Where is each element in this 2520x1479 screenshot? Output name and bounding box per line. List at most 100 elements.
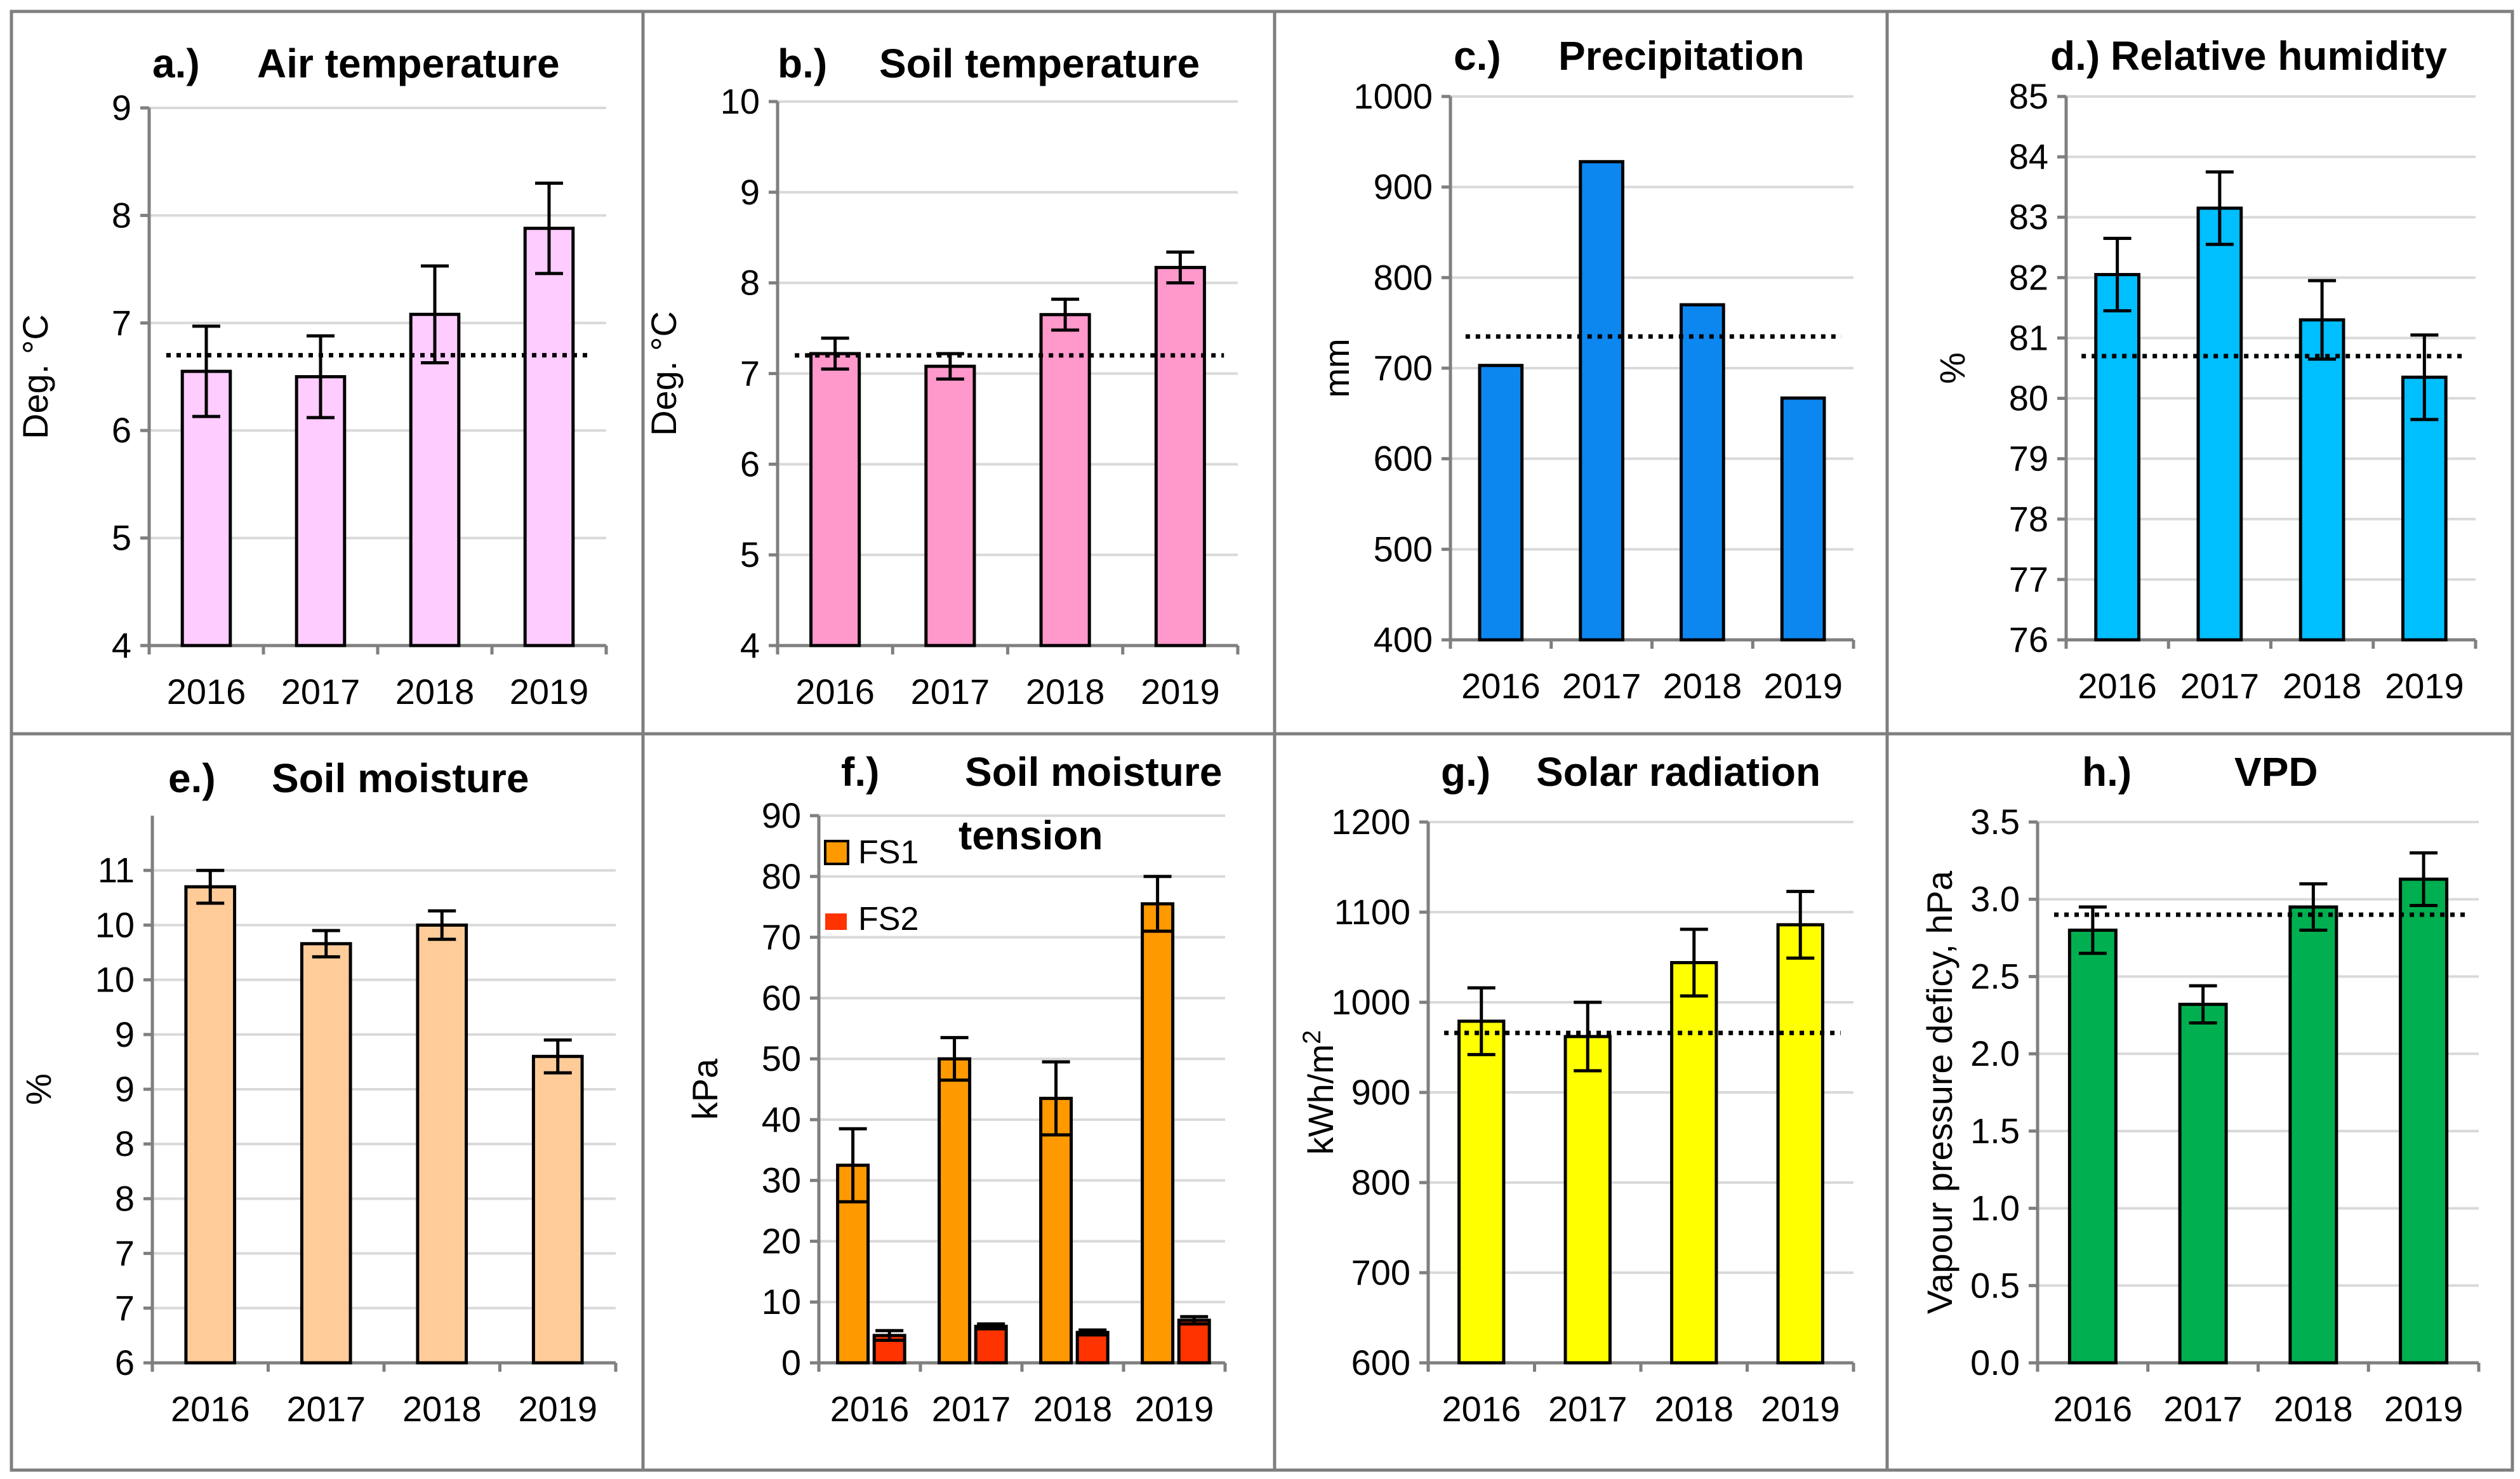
bar-2016 (1457, 1019, 1506, 1365)
y-tick-label: 80 (2009, 378, 2048, 418)
x-tick-label: 2017 (1562, 666, 1641, 706)
bar-fs2-2019 (1177, 1318, 1211, 1365)
x-tick-label: 2018 (1654, 1389, 1734, 1429)
error-bar (543, 1038, 572, 1075)
x-tick-label: 2019 (2384, 1389, 2464, 1429)
y-tick-label: 500 (1374, 529, 1433, 569)
y-tick-label: 30 (762, 1160, 801, 1200)
bar-2018 (2288, 905, 2338, 1365)
x-tick-label: 2016 (167, 672, 246, 712)
bar-2019 (1776, 923, 1824, 1365)
error-bar (2308, 279, 2337, 361)
error-bar (1143, 875, 1172, 933)
y-tick-label: 84 (2009, 136, 2048, 176)
bar-2019 (1154, 265, 1206, 647)
error-bar (2410, 851, 2438, 907)
x-tick-label: 2019 (2385, 666, 2464, 706)
error-bar (940, 1036, 969, 1082)
y-tick-label: 1100 (1334, 892, 1410, 932)
y-tick-label: 700 (1351, 1252, 1410, 1292)
y-tick-label: 85 (2009, 76, 2048, 116)
x-tick-label: 2016 (2053, 1389, 2133, 1429)
error-bar (821, 336, 849, 371)
bar-2016 (1478, 364, 1524, 642)
y-tick-label: 800 (1351, 1162, 1410, 1202)
y-tick-label: 600 (1374, 439, 1433, 479)
y-tick-label: 5 (112, 518, 131, 558)
error-bar (1680, 927, 1708, 998)
panel-letter: a.) (152, 41, 200, 86)
y-tick-label: 1000 (1353, 76, 1433, 116)
error-bar (1166, 250, 1195, 285)
y-tick-label: 3.0 (1970, 879, 2020, 919)
x-tick-label: 2019 (1761, 1389, 1840, 1429)
y-axis-label: Deg. °C (644, 311, 684, 436)
error-bar (421, 264, 449, 364)
bar-2016 (184, 885, 237, 1365)
bar-2019 (2399, 877, 2449, 1365)
panel-title: Soil moisture (272, 755, 529, 801)
y-tick-label: 0 (781, 1343, 801, 1383)
panel-letter: c.) (1454, 33, 1501, 79)
bar-2018 (1670, 961, 1718, 1365)
x-tick-label: 2017 (281, 672, 361, 712)
bar-2017 (924, 364, 976, 647)
y-tick-label: 1.0 (1970, 1188, 2020, 1228)
error-bar (312, 929, 340, 958)
panel-title: Soil moisture (965, 749, 1222, 795)
panel-title: Precipitation (1558, 33, 1805, 79)
y-tick-label: 10 (95, 960, 135, 1000)
y-axis-label: % (18, 1073, 58, 1105)
x-tick-label: 2018 (1663, 666, 1742, 706)
y-tick-label: 20 (762, 1221, 801, 1261)
y-tick-label: 90 (762, 795, 801, 835)
y-tick-label: 83 (2009, 197, 2048, 237)
y-tick-label: 8 (112, 195, 131, 235)
panel-title: Relative humidity (2111, 33, 2447, 79)
x-tick-label: 2016 (795, 672, 875, 712)
error-bar (2410, 333, 2439, 421)
y-tick-label: 77 (2009, 559, 2048, 599)
error-bar (2078, 905, 2107, 955)
y-tick-label: 70 (762, 917, 801, 957)
x-tick-label: 2018 (2283, 666, 2362, 706)
panel-letter: g.) (1441, 749, 1490, 795)
x-tick-label: 2018 (395, 672, 475, 712)
panel-title-line2: tension (958, 812, 1103, 858)
panel-title: Soil temperature (879, 41, 1200, 86)
y-tick-label: 79 (2009, 439, 2048, 479)
error-bar (2205, 170, 2234, 246)
x-tick-label: 2016 (830, 1389, 910, 1429)
bar-fs1-2018 (1039, 1096, 1073, 1365)
y-tick-label: 7 (740, 354, 760, 394)
y-tick-label: 7 (115, 1233, 135, 1273)
x-tick-label: 2018 (1026, 672, 1105, 712)
y-axis-label: mm (1316, 338, 1356, 397)
panel-letter: h.) (2082, 749, 2132, 795)
y-tick-label: 9 (115, 1069, 135, 1109)
y-tick-label: 8 (115, 1124, 135, 1164)
y-tick-label: 8 (115, 1178, 135, 1218)
y-tick-label: 7 (115, 1288, 135, 1328)
bar-2018 (1039, 313, 1091, 647)
y-tick-label: 9 (740, 172, 760, 212)
x-tick-label: 2019 (1763, 666, 1843, 706)
error-bar (977, 1322, 1005, 1330)
y-tick-label: 800 (1374, 257, 1433, 297)
legend-label-fs2: FS2 (858, 901, 918, 938)
error-bar (1051, 297, 1080, 332)
x-tick-label: 2019 (1135, 1389, 1214, 1429)
y-tick-label: 3.5 (1970, 802, 2020, 842)
x-tick-label: 2017 (2180, 666, 2260, 706)
y-tick-label: 600 (1351, 1343, 1410, 1383)
panel-letter: d.) (2050, 33, 2100, 79)
bar-2019 (531, 1054, 584, 1365)
y-tick-label: 900 (1374, 167, 1433, 207)
panel-h: 0.0 0.5 1.0 1.5 2.0 2.5 3.0 3.5 2016 2017 2018 2019… (1885, 732, 2514, 1472)
y-tick-label: 900 (1351, 1072, 1410, 1112)
bar-fs2-2018 (1075, 1330, 1110, 1365)
y-axis-label: Deg. °C (15, 314, 55, 439)
y-tick-label: 78 (2009, 499, 2048, 539)
y-tick-label: 6 (112, 410, 131, 450)
